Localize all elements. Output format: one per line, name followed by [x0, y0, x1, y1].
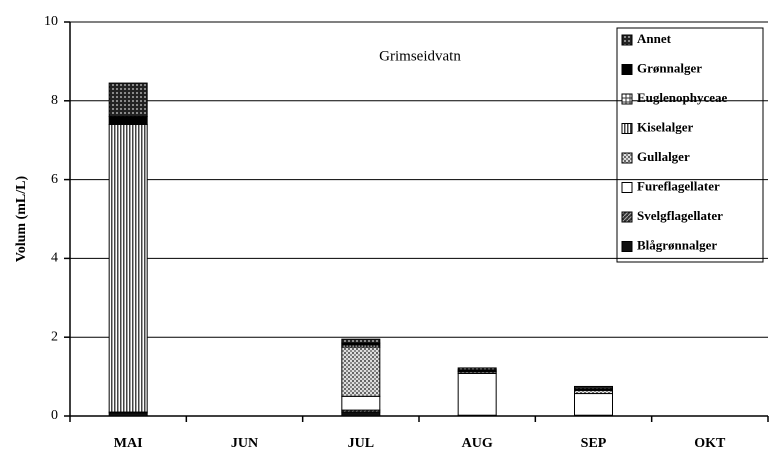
legend-label: Grønnalger: [637, 60, 702, 75]
bar-segment: [574, 385, 613, 390]
legend-swatch: [621, 93, 633, 105]
legend-label: Fureflagellater: [637, 178, 720, 193]
legend-label: Gullalger: [637, 149, 690, 164]
y-tick-label: 2: [51, 329, 58, 344]
x-tick-label: MAI: [114, 436, 143, 451]
bar-segment: [108, 116, 148, 125]
y-tick-label: 4: [51, 251, 58, 266]
legend-swatch: [621, 211, 633, 223]
x-tick-label: SEP: [581, 436, 607, 451]
y-tick-label: 0: [51, 408, 58, 423]
legend-swatch: [621, 182, 633, 193]
legend-swatch: [621, 123, 633, 134]
legend-swatch: [621, 64, 633, 75]
legend-label: Euglenophyceae: [637, 90, 728, 105]
bar-segment: [341, 395, 381, 411]
y-tick-label: 6: [51, 172, 58, 187]
legend-label: Blågrønnalger: [637, 237, 717, 252]
bar-segment: [457, 367, 497, 371]
bar-segment: [341, 346, 381, 397]
y-tick-label: 10: [44, 14, 58, 29]
bar-segment: [457, 372, 497, 416]
legend-box: [616, 27, 764, 263]
x-tick-label: OKT: [694, 436, 726, 451]
bar-segment: [341, 411, 381, 417]
legend-swatch: [621, 152, 633, 164]
chart-title: Grimseidvatn: [379, 48, 461, 64]
legend-swatch: [621, 34, 633, 46]
bar-segment: [341, 338, 381, 344]
legend-label: Kiselalger: [637, 119, 694, 134]
legend-label: Svelgflagellater: [637, 208, 723, 223]
bar-segment: [108, 123, 148, 413]
x-tick-label: AUG: [462, 436, 493, 451]
y-axis-label: Volum (mL/L): [14, 176, 29, 263]
bar-segment: [108, 82, 148, 118]
bar-segment: [574, 393, 613, 416]
y-tick-label: 8: [51, 93, 58, 108]
legend-swatch: [621, 241, 633, 252]
x-tick-label: JUN: [231, 436, 258, 451]
legend-label: Annet: [637, 31, 672, 46]
x-tick-label: JUL: [348, 436, 374, 451]
